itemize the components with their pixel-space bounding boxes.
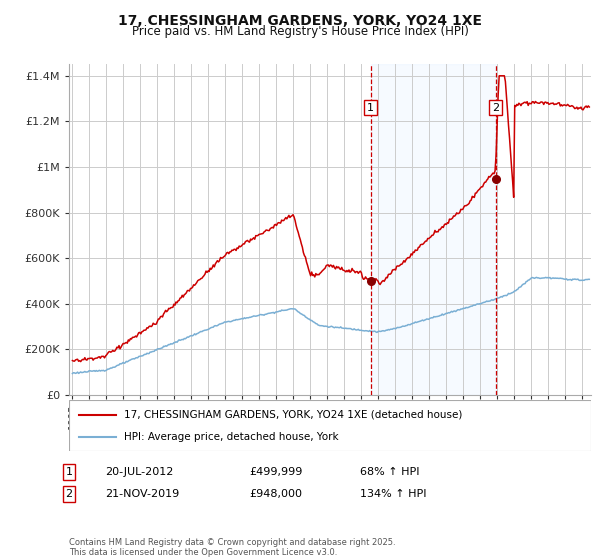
Text: £948,000: £948,000 [249, 489, 302, 499]
Text: 17, CHESSINGHAM GARDENS, YORK, YO24 1XE: 17, CHESSINGHAM GARDENS, YORK, YO24 1XE [118, 14, 482, 28]
Text: £499,999: £499,999 [249, 467, 302, 477]
Text: HPI: Average price, detached house, York: HPI: Average price, detached house, York [124, 432, 338, 442]
Text: 134% ↑ HPI: 134% ↑ HPI [360, 489, 427, 499]
Text: 1: 1 [367, 102, 374, 113]
Text: 1: 1 [65, 467, 73, 477]
Text: 20-JUL-2012: 20-JUL-2012 [105, 467, 173, 477]
Text: Contains HM Land Registry data © Crown copyright and database right 2025.
This d: Contains HM Land Registry data © Crown c… [69, 538, 395, 557]
Text: 68% ↑ HPI: 68% ↑ HPI [360, 467, 419, 477]
Text: 2: 2 [65, 489, 73, 499]
Bar [371, 64, 496, 395]
Text: 2: 2 [492, 102, 499, 113]
Text: 17, CHESSINGHAM GARDENS, YORK, YO24 1XE (detached house): 17, CHESSINGHAM GARDENS, YORK, YO24 1XE … [124, 409, 462, 419]
FancyBboxPatch shape [69, 400, 591, 451]
Text: 21-NOV-2019: 21-NOV-2019 [105, 489, 179, 499]
Text: Price paid vs. HM Land Registry's House Price Index (HPI): Price paid vs. HM Land Registry's House … [131, 25, 469, 38]
